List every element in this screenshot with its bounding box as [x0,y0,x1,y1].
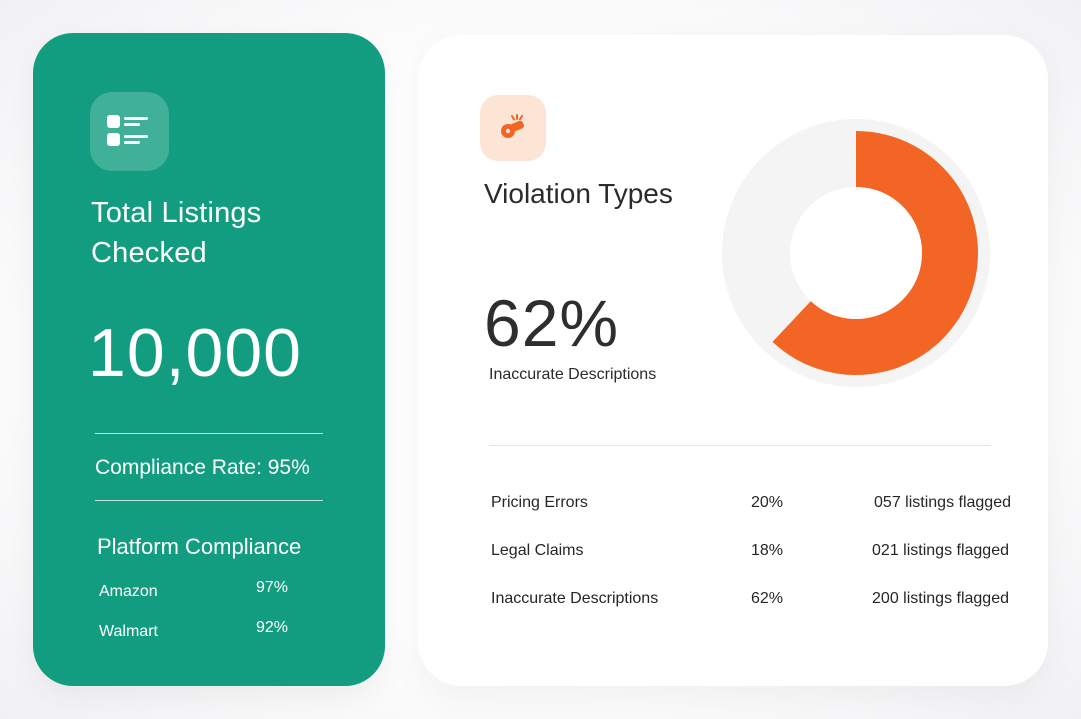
violation-row: Pricing Errors 20% 057 listings flagged [491,492,1011,514]
total-listings-value: 10,000 [88,315,302,391]
platform-name: Amazon [99,583,158,600]
compliance-rate: Compliance Rate: 95% [95,456,310,479]
violation-type: Inaccurate Descriptions [491,590,659,607]
violation-type: Pricing Errors [491,494,588,511]
highlight-label: Inaccurate Descriptions [489,366,657,383]
platform-name: Walmart [99,623,158,640]
list-icon-tile [90,92,169,171]
violation-percent: 18% [751,542,784,559]
violation-flagged: 021 listings flagged [872,542,1009,559]
whistle-icon [501,114,524,138]
platform-row-walmart: Walmart 92% [99,619,329,643]
violation-type: Legal Claims [491,542,584,559]
whistle-icon-tile [480,95,546,161]
violation-percent: 20% [751,494,784,511]
divider [489,445,991,446]
donut-hole [790,187,922,319]
list-icon [107,115,148,146]
violation-flagged: 200 listings flagged [872,590,1009,607]
divider [95,433,323,434]
donut-segment-inaccurate-descriptions [772,131,978,375]
violation-types-card: Violation Types 62% Inaccurate Descripti… [418,35,1048,686]
violation-types-title: Violation Types [484,178,673,209]
total-listings-title: Total Listings Checked [91,197,262,269]
platform-row-amazon: Amazon 97% [99,579,329,603]
platform-percent: 92% [256,619,289,636]
violation-donut-chart [722,119,990,387]
violation-row: Legal Claims 18% 021 listings flagged [491,540,1011,562]
platform-compliance-title: Platform Compliance [97,534,302,559]
violation-row: Inaccurate Descriptions 62% 200 listings… [491,588,1011,610]
violation-flagged: 057 listings flagged [874,494,1011,511]
violation-percent: 62% [751,590,784,607]
divider [95,500,323,501]
highlight-percent: 62% [484,286,620,360]
platform-percent: 97% [256,579,289,596]
total-listings-card: Total Listings Checked 10,000 Compliance… [33,33,385,686]
